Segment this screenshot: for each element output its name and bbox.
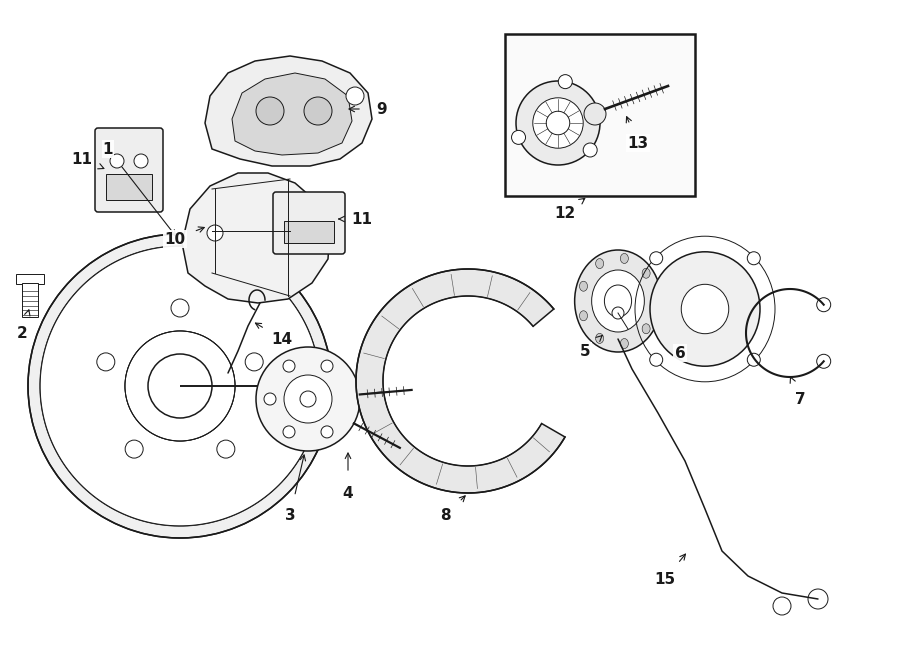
Polygon shape [232,73,352,155]
Text: 1: 1 [103,141,113,157]
Text: 11: 11 [352,212,373,227]
Circle shape [321,360,333,372]
Circle shape [110,154,124,168]
Bar [284,221,334,243]
Circle shape [207,225,223,241]
Circle shape [283,426,295,438]
Circle shape [346,87,364,105]
Circle shape [808,589,828,609]
Text: 13: 13 [627,136,649,151]
FancyBboxPatch shape [273,192,345,254]
Circle shape [773,597,791,615]
Ellipse shape [596,258,604,268]
Circle shape [256,97,284,125]
Ellipse shape [681,284,729,334]
Text: 5: 5 [580,344,590,358]
Circle shape [612,307,624,319]
Ellipse shape [605,285,632,317]
Polygon shape [125,331,235,441]
Text: 8: 8 [440,508,450,524]
Bar [106,174,152,200]
Circle shape [283,360,295,372]
Polygon shape [356,269,565,493]
Circle shape [816,297,831,312]
Circle shape [321,426,333,438]
Circle shape [650,252,662,265]
Circle shape [816,354,831,368]
Ellipse shape [580,311,588,321]
Bar [16,274,43,284]
Text: 10: 10 [165,231,185,247]
Text: 3: 3 [284,508,295,524]
Text: 6: 6 [675,346,686,360]
Ellipse shape [642,324,650,334]
Circle shape [747,252,760,265]
Circle shape [558,75,572,89]
Polygon shape [205,56,372,166]
Circle shape [584,103,606,125]
Ellipse shape [574,250,662,352]
Circle shape [264,393,276,405]
Circle shape [284,375,332,423]
Circle shape [747,353,760,366]
Text: 7: 7 [795,391,806,407]
Text: 14: 14 [272,332,292,346]
Ellipse shape [591,270,644,332]
Bar [22,283,38,317]
Ellipse shape [596,333,604,344]
Ellipse shape [650,252,760,366]
Circle shape [304,97,332,125]
FancyBboxPatch shape [95,128,163,212]
Circle shape [583,143,598,157]
Ellipse shape [580,281,588,292]
Text: 12: 12 [554,206,576,221]
Text: 2: 2 [16,325,27,340]
Circle shape [134,154,148,168]
Ellipse shape [620,338,628,348]
Text: 4: 4 [343,485,354,500]
Circle shape [280,228,296,244]
Text: 11: 11 [71,151,93,167]
Text: 15: 15 [654,572,676,586]
Circle shape [533,98,583,148]
Bar [505,34,695,196]
Ellipse shape [620,253,628,264]
Polygon shape [182,173,330,303]
Ellipse shape [642,268,650,278]
Circle shape [300,391,316,407]
Polygon shape [40,246,320,526]
Ellipse shape [651,296,659,306]
Circle shape [650,353,662,366]
Circle shape [511,130,526,144]
Circle shape [516,81,600,165]
Circle shape [256,347,360,451]
Polygon shape [28,234,332,538]
Text: 9: 9 [377,102,387,116]
Circle shape [546,111,570,135]
